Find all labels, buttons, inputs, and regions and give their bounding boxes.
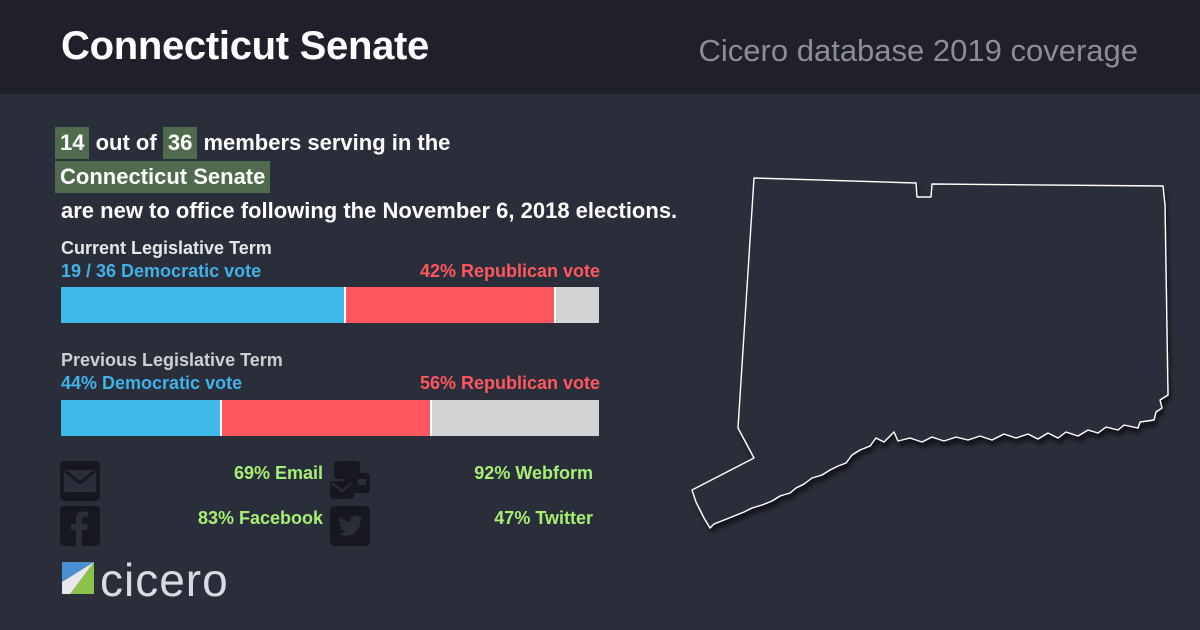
twitter-stat: 47% Twitter xyxy=(494,508,593,528)
intro-line-3: are new to office following the November… xyxy=(55,194,677,228)
email-icon xyxy=(60,461,100,501)
current-dem-label: 19 / 36 Democratic vote xyxy=(61,261,262,281)
page-subtitle: Cicero database 2019 coverage xyxy=(698,33,1138,68)
chamber-name: Connecticut Senate xyxy=(55,161,271,193)
facebook-stat: 83% Facebook xyxy=(197,508,323,528)
previous-term-label: Previous Legislative Term xyxy=(61,350,283,370)
intro-line-2: Connecticut Senate xyxy=(55,160,677,194)
previous-term-bar xyxy=(61,400,599,436)
intro-line-1: 14 out of 36 members serving in the xyxy=(55,126,677,160)
email-stat: 69% Email xyxy=(233,463,323,483)
previous-rep-segment xyxy=(222,400,432,436)
twitter-icon xyxy=(330,506,370,546)
cicero-logo-mark xyxy=(62,562,94,599)
intro-out-of: out of xyxy=(95,130,157,155)
current-term-bar xyxy=(61,287,599,323)
current-rep-label: 42% Republican vote xyxy=(419,261,600,281)
current-rep-segment xyxy=(346,287,556,323)
previous-rep-label: 56% Republican vote xyxy=(419,373,600,393)
current-dem-segment xyxy=(61,287,346,323)
previous-dem-segment xyxy=(61,400,222,436)
webform-icon xyxy=(330,461,370,501)
header-bar: Connecticut Senate Cicero database 2019 … xyxy=(0,0,1200,94)
intro-statement: 14 out of 36 members serving in the Conn… xyxy=(55,126,677,228)
total-members-count: 36 xyxy=(162,127,198,159)
cicero-logo-text: cicero xyxy=(100,554,229,606)
intro-after-text: are new to office following the November… xyxy=(61,198,678,223)
webform-stat: 92% Webform xyxy=(474,463,593,483)
previous-dem-label: 44% Democratic vote xyxy=(61,373,243,393)
facebook-icon xyxy=(60,506,100,546)
page-title: Connecticut Senate xyxy=(61,24,429,68)
new-members-count: 14 xyxy=(55,127,90,159)
intro-members-text: members serving in the xyxy=(203,130,451,155)
current-term-label: Current Legislative Term xyxy=(61,238,272,258)
